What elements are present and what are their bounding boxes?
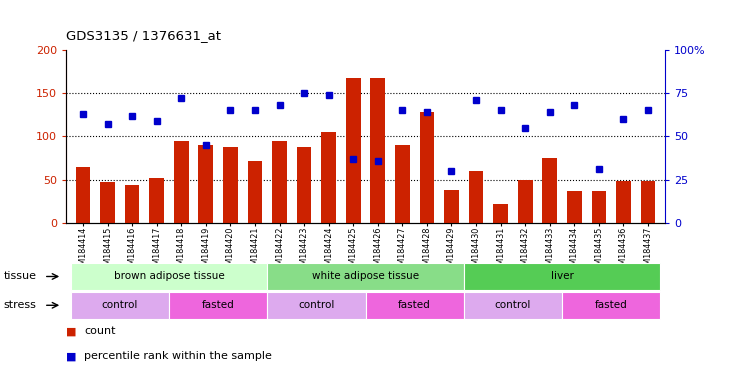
Text: white adipose tissue: white adipose tissue [312, 271, 419, 281]
Bar [322, 132, 336, 223]
Bar [463, 292, 562, 319]
Bar [248, 161, 262, 223]
Bar [149, 178, 164, 223]
Text: fasted: fasted [202, 300, 235, 310]
Text: fasted: fasted [398, 300, 431, 310]
Bar [444, 190, 459, 223]
Bar [71, 292, 169, 319]
Bar [100, 182, 115, 223]
Text: ■: ■ [66, 351, 76, 361]
Bar [591, 191, 606, 223]
Bar [297, 147, 311, 223]
Bar [223, 147, 238, 223]
Bar [616, 181, 631, 223]
Text: stress: stress [4, 300, 37, 310]
Bar [469, 171, 483, 223]
Bar [268, 292, 366, 319]
Text: percentile rank within the sample: percentile rank within the sample [84, 351, 272, 361]
Text: fasted: fasted [595, 300, 627, 310]
Bar [366, 292, 463, 319]
Bar [562, 292, 660, 319]
Bar [272, 141, 287, 223]
Bar [542, 158, 557, 223]
Bar [463, 263, 660, 290]
Bar [371, 78, 385, 223]
Text: GDS3135 / 1376631_at: GDS3135 / 1376631_at [66, 29, 221, 42]
Bar [567, 191, 582, 223]
Bar [71, 263, 268, 290]
Text: tissue: tissue [4, 271, 37, 281]
Bar [169, 292, 268, 319]
Text: control: control [495, 300, 531, 310]
Text: brown adipose tissue: brown adipose tissue [113, 271, 224, 281]
Bar [346, 78, 360, 223]
Text: count: count [84, 326, 115, 336]
Text: liver: liver [550, 271, 573, 281]
Bar [75, 167, 91, 223]
Bar [174, 141, 189, 223]
Bar [125, 185, 140, 223]
Bar [198, 145, 213, 223]
Bar [640, 181, 656, 223]
Bar [395, 145, 409, 223]
Bar [518, 180, 533, 223]
Bar [268, 263, 463, 290]
Text: control: control [102, 300, 138, 310]
Text: ■: ■ [66, 326, 76, 336]
Bar [493, 204, 508, 223]
Text: control: control [298, 300, 335, 310]
Bar [420, 112, 434, 223]
